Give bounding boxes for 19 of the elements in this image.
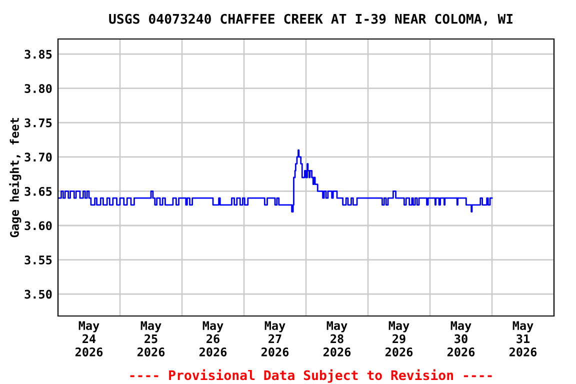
x-tick-label: May 27 2026: [261, 321, 289, 356]
y-axis-title: Gage height, feet: [9, 118, 22, 238]
y-tick-label: 3.65: [24, 186, 52, 196]
y-tick-label: 3.60: [24, 221, 52, 230]
x-tick-label: May 28 2026: [323, 321, 351, 356]
x-tick-label: May 30 2026: [447, 321, 475, 356]
x-tick-label: May 26 2026: [199, 321, 227, 356]
chart-title: USGS 04073240 CHAFFEE CREEK AT I-39 NEAR COLOMA, WI: [109, 14, 513, 26]
text: ---- Provisional Data Subject to Revision ----: [130, 369, 492, 383]
x-tick-label: May 31 2026: [509, 321, 537, 356]
y-tick-label: 3.55: [24, 256, 52, 264]
y-tick-label: 3.85: [24, 50, 52, 59]
y-tick-label: 3.70: [24, 152, 52, 162]
y-tick-label: 3.75: [24, 118, 52, 128]
x-tick-label: May 29 2026: [385, 321, 413, 356]
x-tick-label: May 25 2026: [137, 321, 165, 356]
x-tick-label: May 24 2026: [75, 321, 103, 356]
y-tick-label: 3.80: [24, 84, 52, 94]
y-tick-label: 3.50: [24, 290, 52, 299]
